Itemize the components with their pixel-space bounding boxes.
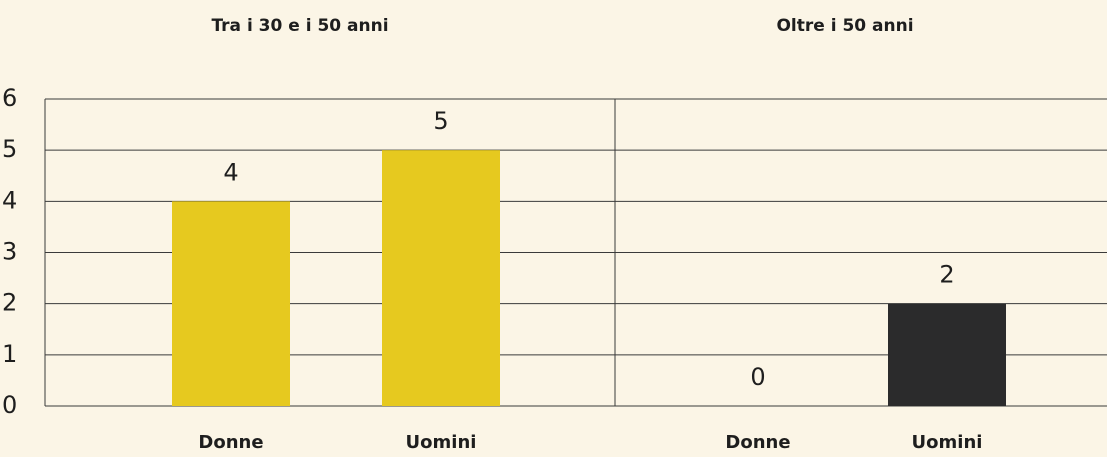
- y-tick-label: 6: [2, 84, 17, 112]
- x-tick-label: Donne: [198, 432, 263, 453]
- y-tick-label: 2: [2, 289, 17, 317]
- y-tick-label: 0: [2, 391, 17, 419]
- value-label: 5: [433, 107, 448, 135]
- bar: [382, 150, 500, 406]
- x-tick-label: Uomini: [912, 432, 983, 453]
- panel-title: Oltre i 50 anni: [776, 16, 913, 36]
- y-tick-label: 5: [2, 135, 17, 163]
- value-label: 2: [939, 261, 954, 289]
- value-label: 4: [223, 158, 238, 186]
- bar: [888, 303, 1006, 406]
- x-tick-label: Uomini: [406, 432, 477, 453]
- value-label: 0: [750, 363, 765, 391]
- panel-title: Tra i 30 e i 50 anni: [211, 16, 388, 36]
- y-tick-label: 1: [2, 340, 17, 368]
- x-tick-label: Donne: [725, 432, 790, 453]
- y-tick-label: 3: [2, 238, 17, 266]
- y-tick-label: 4: [2, 186, 17, 214]
- bar: [172, 201, 290, 406]
